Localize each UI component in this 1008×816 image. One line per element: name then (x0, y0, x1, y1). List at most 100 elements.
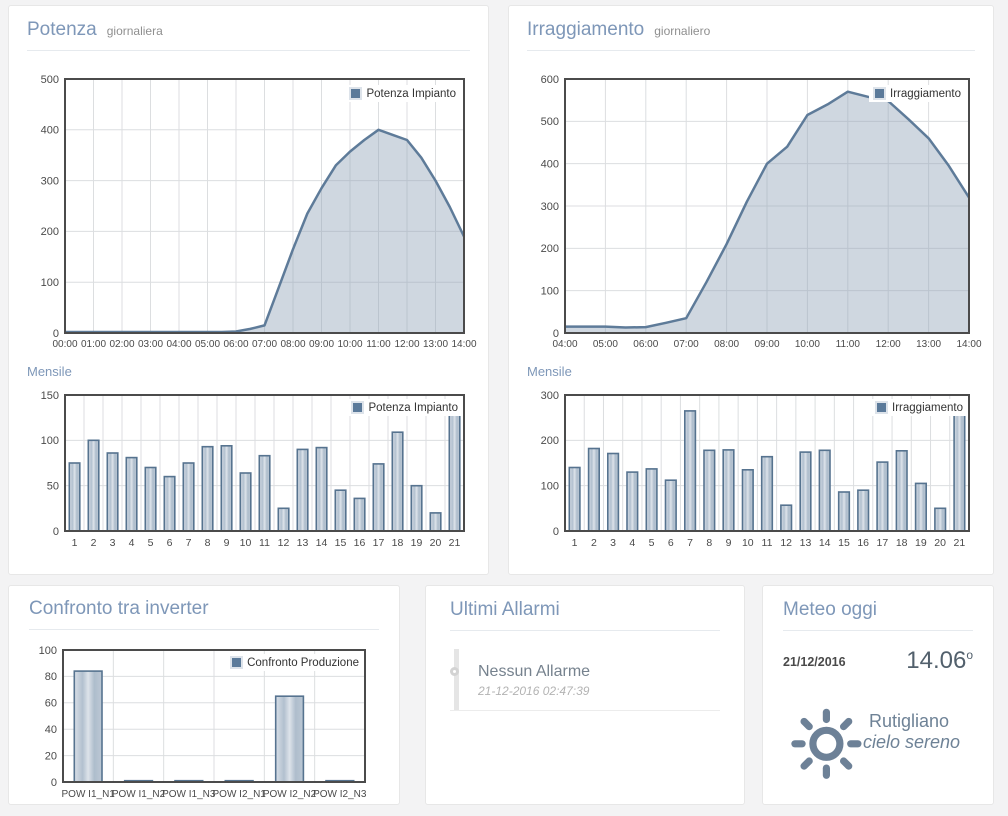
svg-text:600: 600 (541, 74, 559, 86)
svg-text:POW I1_N1: POW I1_N1 (62, 789, 116, 800)
svg-text:300: 300 (541, 201, 559, 213)
irraggiamento-title: Irraggiamento (527, 19, 645, 40)
degree-symbol: o (966, 648, 973, 662)
svg-text:20: 20 (45, 750, 57, 762)
svg-text:9: 9 (224, 537, 230, 549)
legend-label: Irraggiamento (890, 87, 961, 100)
legend-swatch-icon (875, 401, 889, 414)
svg-text:1: 1 (72, 537, 78, 549)
timeline-dot-icon (450, 667, 459, 676)
irraggiamento-monthly-chart[interactable]: 0 100 200 300 1 2 3 4 5 6 7 8 9 10 11 12 13 14 15 16 17 18 19 2… (527, 383, 975, 553)
svg-text:09:00: 09:00 (309, 339, 334, 350)
svg-text:50: 50 (47, 480, 59, 492)
svg-text:4: 4 (629, 537, 635, 549)
svg-text:05:00: 05:00 (195, 339, 220, 350)
potenza-monthly-legend: Potenza Impianto (347, 399, 462, 416)
svg-text:08:00: 08:00 (714, 339, 739, 350)
legend-label: Confronto Produzione (247, 656, 359, 669)
alarm-timestamp: 21-12-2016 02:47:39 (478, 684, 590, 698)
divider (527, 50, 975, 51)
svg-text:0: 0 (53, 526, 59, 538)
svg-text:19: 19 (915, 537, 927, 549)
irraggiamento-daily-chart[interactable]: 0 100 200 300 400 500 600 04:00 05:00 06:00 07:00 0… (527, 65, 982, 353)
svg-text:POW I2_N2: POW I2_N2 (263, 789, 317, 800)
svg-text:40: 40 (45, 724, 57, 736)
weather-condition-block: Rutigliano cielo sereno (783, 689, 973, 799)
svg-text:12:00: 12:00 (876, 339, 901, 350)
inverter-title: Confronto tra inverter (29, 598, 209, 619)
svg-text:5: 5 (649, 537, 655, 549)
svg-text:100: 100 (41, 435, 59, 447)
svg-text:10: 10 (742, 537, 754, 549)
svg-text:21: 21 (449, 537, 461, 549)
svg-text:18: 18 (896, 537, 908, 549)
legend-swatch-icon (230, 656, 244, 669)
svg-text:07:00: 07:00 (252, 339, 277, 350)
inverter-chart[interactable]: 0 20 40 60 80 100 POW I1_N1 POW I1_N2 POW I1_N3 P… (29, 638, 377, 806)
svg-text:18: 18 (392, 537, 404, 549)
weather-location: Rutigliano (869, 711, 950, 731)
svg-text:2: 2 (591, 537, 597, 549)
svg-text:16: 16 (354, 537, 366, 549)
svg-text:100: 100 (541, 285, 559, 297)
svg-text:10:00: 10:00 (337, 339, 362, 350)
svg-text:300: 300 (41, 175, 59, 187)
potenza-monthly-chart[interactable]: 0 50 100 150 1 2 3 4 5 6 7 8 9 10 11 12 13 14 15 16 17 18 19 20… (27, 383, 470, 553)
svg-text:06:00: 06:00 (223, 339, 248, 350)
weather-header: Meteo oggi (783, 599, 973, 621)
svg-text:17: 17 (373, 537, 385, 549)
legend-label: Potenza Impianto (366, 87, 456, 100)
svg-text:04:00: 04:00 (166, 339, 191, 350)
alarm-label: Nessun Allarme (478, 663, 591, 680)
svg-text:12:00: 12:00 (394, 339, 419, 350)
inverter-header: Confronto tra inverter (29, 598, 379, 620)
svg-text:6: 6 (167, 537, 173, 549)
potenza-subtitle: giornaliera (106, 24, 163, 38)
svg-text:5: 5 (148, 537, 154, 549)
svg-text:00:00: 00:00 (52, 339, 77, 350)
irraggiamento-monthly-chart-wrap: 0 100 200 300 1 2 3 4 5 6 7 8 9 10 11 12 13 14 15 16 17 18 19 2… (527, 383, 975, 553)
sun-icon (785, 697, 875, 792)
svg-text:4: 4 (129, 537, 135, 549)
irraggiamento-header: Irraggiamento giornaliero (527, 19, 975, 41)
svg-text:0: 0 (553, 328, 559, 340)
legend-swatch-icon (349, 87, 363, 100)
weather-panel: Meteo oggi 21/12/2016 14.06o (762, 585, 994, 805)
svg-text:14:00: 14:00 (956, 339, 981, 350)
irraggiamento-daily-chart-wrap: 0 100 200 300 400 500 600 04:00 05:00 06:00 07:00 0… (527, 65, 982, 353)
legend-swatch-icon (873, 87, 887, 100)
potenza-panel: Potenza giornaliera 0 100 200 300 400 500 00:0… (8, 5, 489, 575)
potenza-daily-chart[interactable]: 0 100 200 300 400 500 00:00 01:00 02:00 03:00 04:0… (27, 65, 477, 353)
weather-date: 21/12/2016 (783, 655, 846, 669)
svg-text:03:00: 03:00 (138, 339, 163, 350)
svg-text:16: 16 (857, 537, 869, 549)
svg-text:60: 60 (45, 698, 57, 710)
svg-text:150: 150 (41, 390, 59, 402)
weather-title: Meteo oggi (783, 599, 878, 620)
alarm-entry: Nessun Allarme 21-12-2016 02:47:39 (450, 649, 720, 711)
svg-text:13:00: 13:00 (916, 339, 941, 350)
legend-label: Potenza Impianto (368, 401, 458, 414)
svg-text:11: 11 (259, 537, 270, 549)
irraggiamento-panel: Irraggiamento giornaliero 0 100 200 300 400 5… (508, 5, 994, 575)
svg-text:17: 17 (877, 537, 889, 549)
svg-text:0: 0 (553, 526, 559, 538)
svg-text:1: 1 (572, 537, 578, 549)
alarms-title: Ultimi Allarmi (450, 599, 560, 620)
weather-date-temp-row: 21/12/2016 14.06o (783, 647, 973, 675)
potenza-daily-chart-wrap: 0 100 200 300 400 500 00:00 01:00 02:00 03:00 04:0… (27, 65, 477, 353)
divider (783, 630, 973, 631)
svg-text:8: 8 (205, 537, 211, 549)
divider (29, 629, 379, 630)
svg-text:200: 200 (541, 243, 559, 255)
svg-text:08:00: 08:00 (280, 339, 305, 350)
potenza-title: Potenza (27, 19, 97, 40)
timeline-bar (454, 649, 459, 710)
svg-text:400: 400 (41, 125, 59, 137)
svg-text:2: 2 (91, 537, 97, 549)
svg-text:100: 100 (41, 277, 59, 289)
svg-text:14: 14 (819, 537, 831, 549)
svg-text:300: 300 (541, 390, 559, 402)
legend-swatch-icon (351, 401, 365, 414)
potenza-daily-legend: Potenza Impianto (345, 85, 460, 102)
